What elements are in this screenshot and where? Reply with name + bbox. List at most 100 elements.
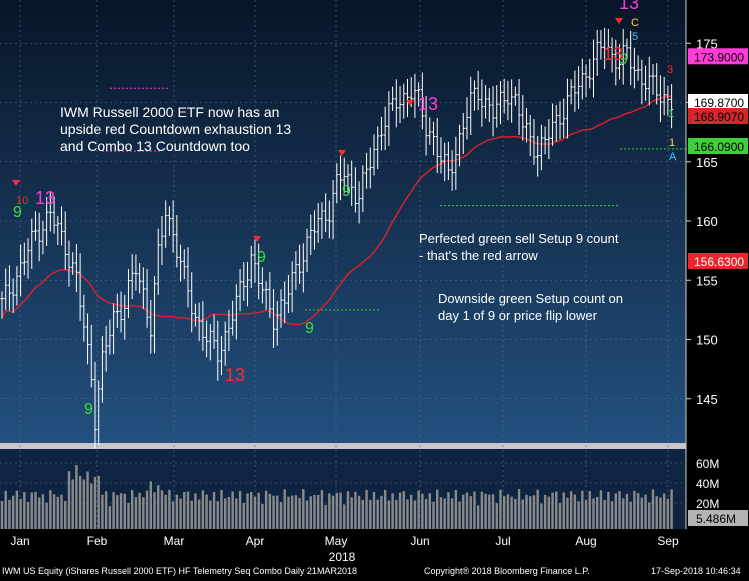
price-bar: [145, 268, 149, 328]
price-bar: [216, 320, 220, 381]
price-bar: [130, 254, 134, 299]
price-bar: [178, 244, 183, 282]
volume-bar: [543, 494, 547, 529]
volume-bar: [134, 497, 138, 529]
volume-bar: [8, 499, 11, 529]
price-bar: [670, 84, 674, 129]
price-bar: [260, 267, 264, 304]
price-bar: [97, 380, 101, 446]
volume-bar: [201, 490, 205, 529]
price-tick-label: 145: [696, 392, 718, 407]
price-bar: [134, 254, 138, 291]
volume-bar: [108, 506, 112, 529]
price-bar: [606, 28, 610, 60]
price-bar: [85, 313, 90, 365]
volume-bar: [525, 494, 528, 529]
volume-bar: [175, 494, 179, 529]
count-label: 13: [619, 0, 639, 13]
sell-arrow: [338, 150, 346, 156]
price-bar: [658, 75, 663, 123]
price-tag-bg: [688, 138, 748, 154]
volume-bar: [287, 496, 290, 529]
volume-bar: [26, 502, 30, 529]
volume-bar: [197, 499, 201, 529]
volume-bar: [346, 491, 350, 529]
volume-bar: [588, 491, 591, 529]
price-bar: [160, 216, 164, 266]
price-bar: [629, 30, 633, 86]
month-label: Apr: [246, 534, 265, 548]
count-label: 13: [603, 44, 623, 64]
volume-bar: [488, 494, 491, 529]
volume-bar: [227, 497, 231, 529]
volume-bar: [138, 492, 141, 529]
count-label: 9: [305, 320, 314, 337]
volume-bar: [75, 465, 78, 529]
price-bar: [379, 116, 384, 151]
price-bar: [528, 114, 532, 157]
price-bar: [22, 242, 26, 276]
volume-bar: [67, 471, 71, 529]
panel-separator: [0, 443, 686, 449]
price-bar: [513, 86, 517, 106]
price-bar: [621, 29, 625, 85]
volume-bar: [264, 490, 268, 529]
volume-bar: [480, 491, 484, 529]
volume-bar: [551, 492, 554, 529]
volume-bar: [495, 503, 498, 529]
price-bar: [417, 82, 421, 107]
count-label: 13: [418, 94, 438, 114]
volume-bar: [19, 498, 22, 529]
volume-bar: [659, 497, 662, 529]
price-tick-label: 155: [696, 273, 718, 288]
volume-bar: [517, 489, 521, 529]
price-bar: [33, 211, 38, 241]
price-bar: [141, 267, 145, 310]
volume-bar: [171, 501, 175, 529]
price-bar: [398, 86, 402, 124]
volume-bar: [469, 496, 472, 529]
volume-bar: [257, 492, 260, 529]
price-bar: [376, 126, 380, 170]
volume-bar: [34, 491, 37, 529]
price-bar: [67, 240, 71, 287]
price-bar: [7, 265, 12, 311]
price-bar: [617, 44, 622, 80]
price-bar: [588, 58, 592, 89]
volume-bar: [64, 500, 67, 529]
price-bar: [502, 78, 506, 114]
volume-bar: [317, 494, 320, 529]
count-label: 9: [84, 401, 93, 418]
volume-bar: [555, 491, 558, 529]
price-bar: [320, 202, 324, 239]
price-bar: [190, 272, 194, 333]
month-label: Jun: [410, 534, 429, 548]
volume-bar: [224, 498, 227, 529]
price-tag-label: 166.0900: [694, 140, 744, 154]
price-bar: [41, 220, 45, 255]
month-label: Sep: [657, 534, 679, 548]
price-bar: [104, 325, 108, 372]
month-label: Jan: [10, 534, 29, 548]
price-bar: [219, 335, 224, 376]
price-tag: 169.8700: [688, 94, 748, 110]
volume-bar: [350, 497, 353, 529]
count-label: 13: [35, 188, 55, 208]
volume-bar: [421, 493, 424, 529]
volume-bar: [309, 496, 312, 529]
volume-bar: [596, 496, 599, 529]
volume-bar: [651, 489, 655, 529]
price-bar: [268, 272, 272, 318]
price-bar: [164, 200, 168, 248]
price-bar: [294, 251, 298, 290]
volume-bar: [153, 492, 156, 529]
price-bar: [450, 150, 454, 191]
price-bar: [253, 239, 257, 283]
price-bar: [71, 252, 75, 275]
volume-bar: [443, 498, 446, 529]
volume-bar: [636, 493, 640, 529]
volume-bar: [540, 503, 543, 529]
volume-bar: [476, 505, 480, 529]
volume-bar: [261, 503, 264, 529]
sell-arrow: [12, 180, 20, 186]
